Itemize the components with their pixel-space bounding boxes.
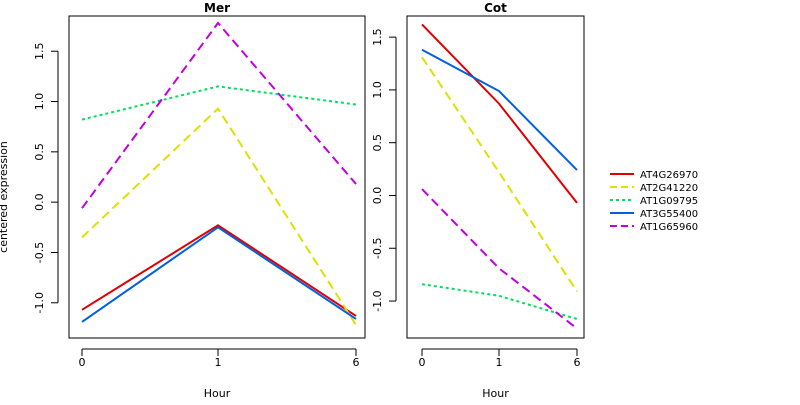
x-tick-label: 1: [496, 356, 503, 369]
y-tick-label: 1.0: [371, 81, 384, 99]
x-tick-label: 0: [419, 356, 426, 369]
y-tick-label: -1.0: [371, 290, 384, 311]
x-tick-label: 1: [215, 356, 222, 369]
x-tick-label: 6: [574, 356, 581, 369]
legend-label: AT3G55400: [640, 209, 698, 220]
x-tick-label: 0: [79, 356, 86, 369]
series-line: [421, 48, 578, 171]
series-line: [421, 283, 578, 320]
plot-frame: [406, 15, 585, 339]
y-tick-label: 1.0: [33, 93, 46, 111]
series-line: [81, 107, 357, 326]
y-axis-label: centered expression: [0, 141, 10, 253]
series-line: [421, 56, 578, 293]
series-line: [81, 85, 357, 121]
y-tick-label: -1.0: [33, 292, 46, 313]
panel-mer: Mer 0 1 6 Hour -1.0 -0.5 0.0 0.5 1.0 1.5: [33, 1, 366, 400]
y-tick-label: 0.5: [33, 143, 46, 161]
panels-group: Mer 0 1 6 Hour -1.0 -0.5 0.0 0.5 1.0 1.5 Cot 0 1 6 Hour…: [33, 1, 585, 400]
y-tick-label: -0.5: [33, 242, 46, 263]
series-line: [81, 21, 357, 209]
legend-label: AT2G41220: [640, 183, 698, 194]
y-tick-label: 1.5: [33, 42, 46, 60]
legend: AT4G26970 AT2G41220 AT1G09795 AT3G55400 AT1G…: [610, 170, 698, 233]
series-line: [421, 23, 578, 204]
series-line: [81, 226, 357, 323]
y-tick-label: -0.5: [371, 238, 384, 259]
y-tick-label: 0.0: [371, 187, 384, 205]
legend-label: AT1G65960: [640, 222, 698, 233]
legend-label: AT1G09795: [640, 196, 698, 207]
series-line: [81, 224, 357, 317]
y-tick-label: 1.5: [371, 28, 384, 46]
panel-cot: Cot 0 1 6 Hour -1.0 -0.5 0.0 0.5 1.0 1.5: [371, 1, 585, 400]
x-axis-label: Hour: [204, 387, 231, 400]
series-line: [421, 188, 578, 330]
panel-title: Cot: [484, 1, 507, 15]
y-tick-label: 0.0: [33, 193, 46, 211]
panel-title: Mer: [204, 1, 230, 15]
y-tick-label: 0.5: [371, 134, 384, 152]
x-axis-label: Hour: [482, 387, 509, 400]
plot-frame: [68, 15, 366, 339]
legend-label: AT4G26970: [640, 170, 698, 181]
x-tick-label: 6: [353, 356, 360, 369]
